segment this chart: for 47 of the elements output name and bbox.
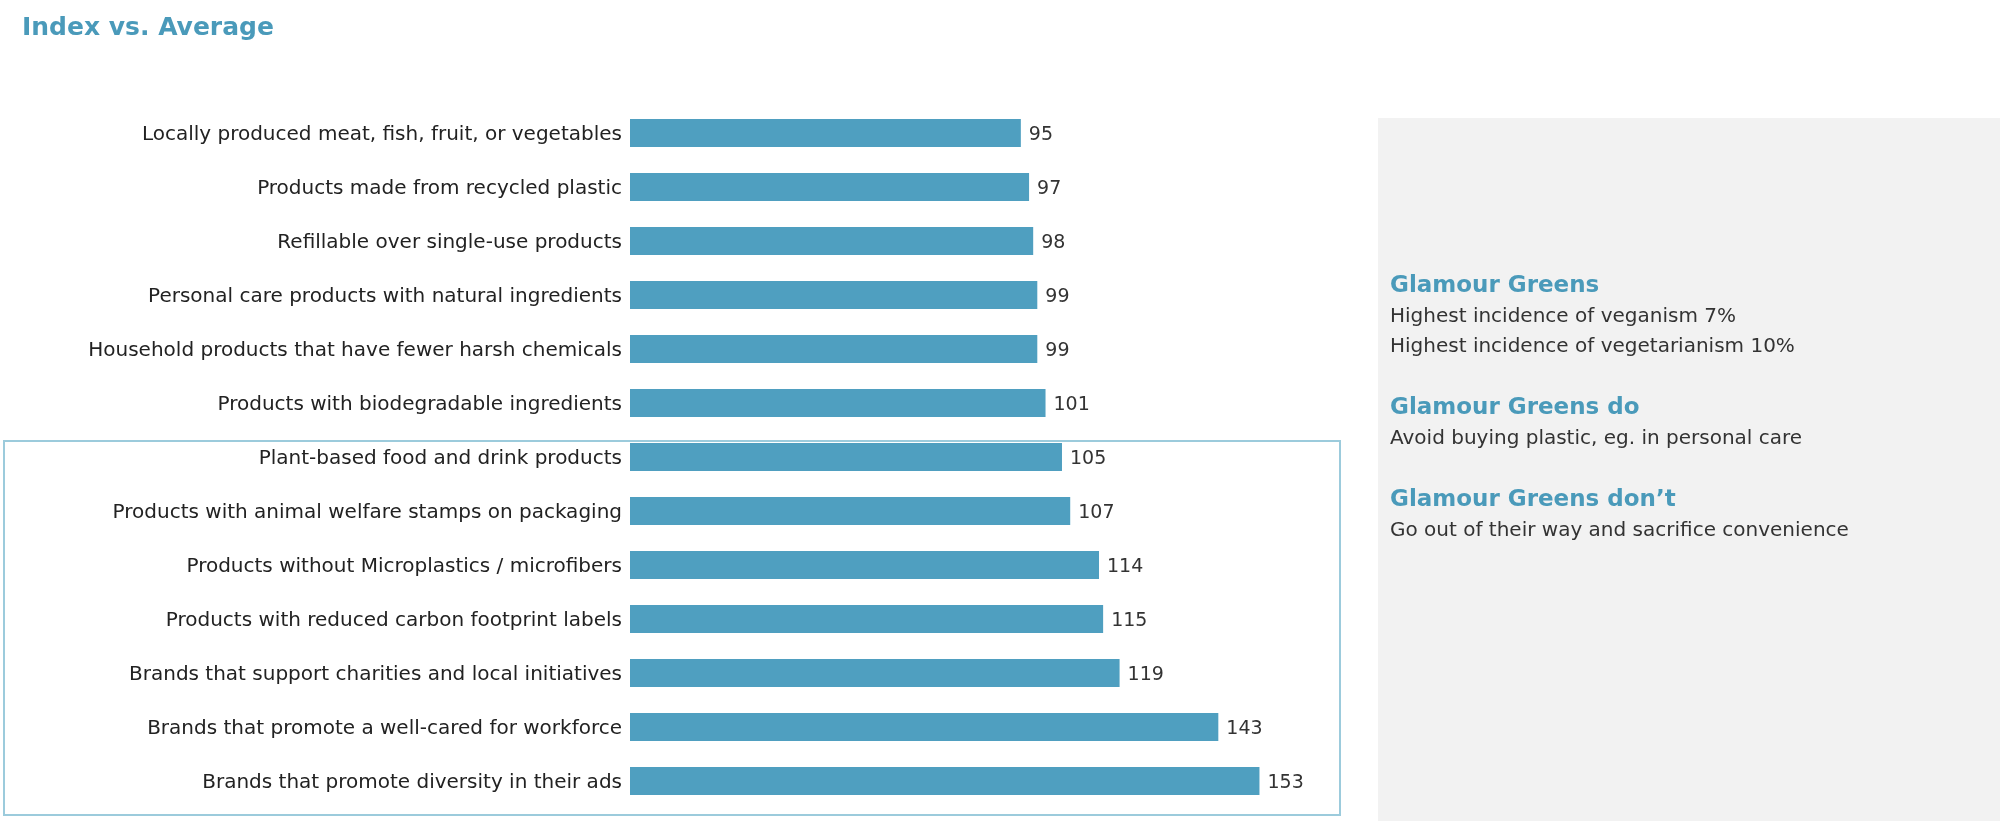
y-tick-label: Products with biodegradable ingredients xyxy=(217,391,622,416)
data-label: 143 xyxy=(1226,715,1263,738)
text: Index vs. Average xyxy=(22,12,274,41)
y-tick-label: Brands that promote diversity in their ads xyxy=(202,769,622,794)
y-tick-label: Products with reduced carbon footprint labels xyxy=(165,607,622,632)
bar xyxy=(630,766,1260,795)
text: Glamour Greens xyxy=(1390,270,1601,299)
y-tick-label: Products without Microplastics / microfibers xyxy=(186,553,622,578)
bar xyxy=(630,172,1030,201)
data-label: 98 xyxy=(1041,229,1066,252)
bar xyxy=(630,442,1062,471)
y-tick-label: Personal care products with natural ingredients xyxy=(148,283,622,308)
data-label: 95 xyxy=(1028,121,1054,144)
text: Highest incidence of vegetarianism 10% xyxy=(1390,332,1796,359)
y-tick-label: Refillable over single-use products xyxy=(277,229,622,254)
bar xyxy=(630,658,1120,687)
bar xyxy=(630,118,1021,147)
bar xyxy=(630,712,1219,741)
bar xyxy=(630,280,1038,309)
text: Glamour Greens do xyxy=(1390,392,1641,421)
data-label: 114 xyxy=(1107,553,1144,576)
bar xyxy=(630,604,1104,633)
bar xyxy=(630,226,1034,255)
data-label: 107 xyxy=(1078,499,1115,522)
text: Highest incidence of veganism 7% xyxy=(1390,302,1737,329)
data-label: 99 xyxy=(1045,337,1070,360)
text: Glamour Greens don’t xyxy=(1390,484,1677,513)
bar xyxy=(630,496,1071,525)
y-tick-label: Plant-based food and drink products xyxy=(258,445,622,470)
data-label: 99 xyxy=(1045,283,1070,306)
y-tick-label: Products made from recycled plastic xyxy=(257,175,622,200)
data-label: 153 xyxy=(1267,769,1304,792)
bar xyxy=(630,550,1100,579)
y-tick-label: Brands that support charities and local initiatives xyxy=(129,661,622,686)
bar xyxy=(630,334,1038,363)
y-tick-label: Brands that promote a well-cared for workforce xyxy=(147,715,622,740)
data-label: 119 xyxy=(1127,661,1164,684)
data-label: 101 xyxy=(1053,391,1090,414)
text: Go out of their way and sacrifice convenience xyxy=(1390,516,1849,543)
y-tick-label: Locally produced meat, fish, fruit, or vegetables xyxy=(141,121,622,146)
data-label: 105 xyxy=(1069,445,1107,468)
data-label: 115 xyxy=(1111,607,1148,630)
bar xyxy=(630,388,1046,417)
y-tick-label: Household products that have fewer harsh chemicals xyxy=(88,337,622,362)
y-tick-label: Products with animal welfare stamps on packaging xyxy=(112,499,622,524)
data-label: 97 xyxy=(1037,175,1062,198)
text: Avoid buying plastic, eg. in personal care xyxy=(1390,424,1804,451)
